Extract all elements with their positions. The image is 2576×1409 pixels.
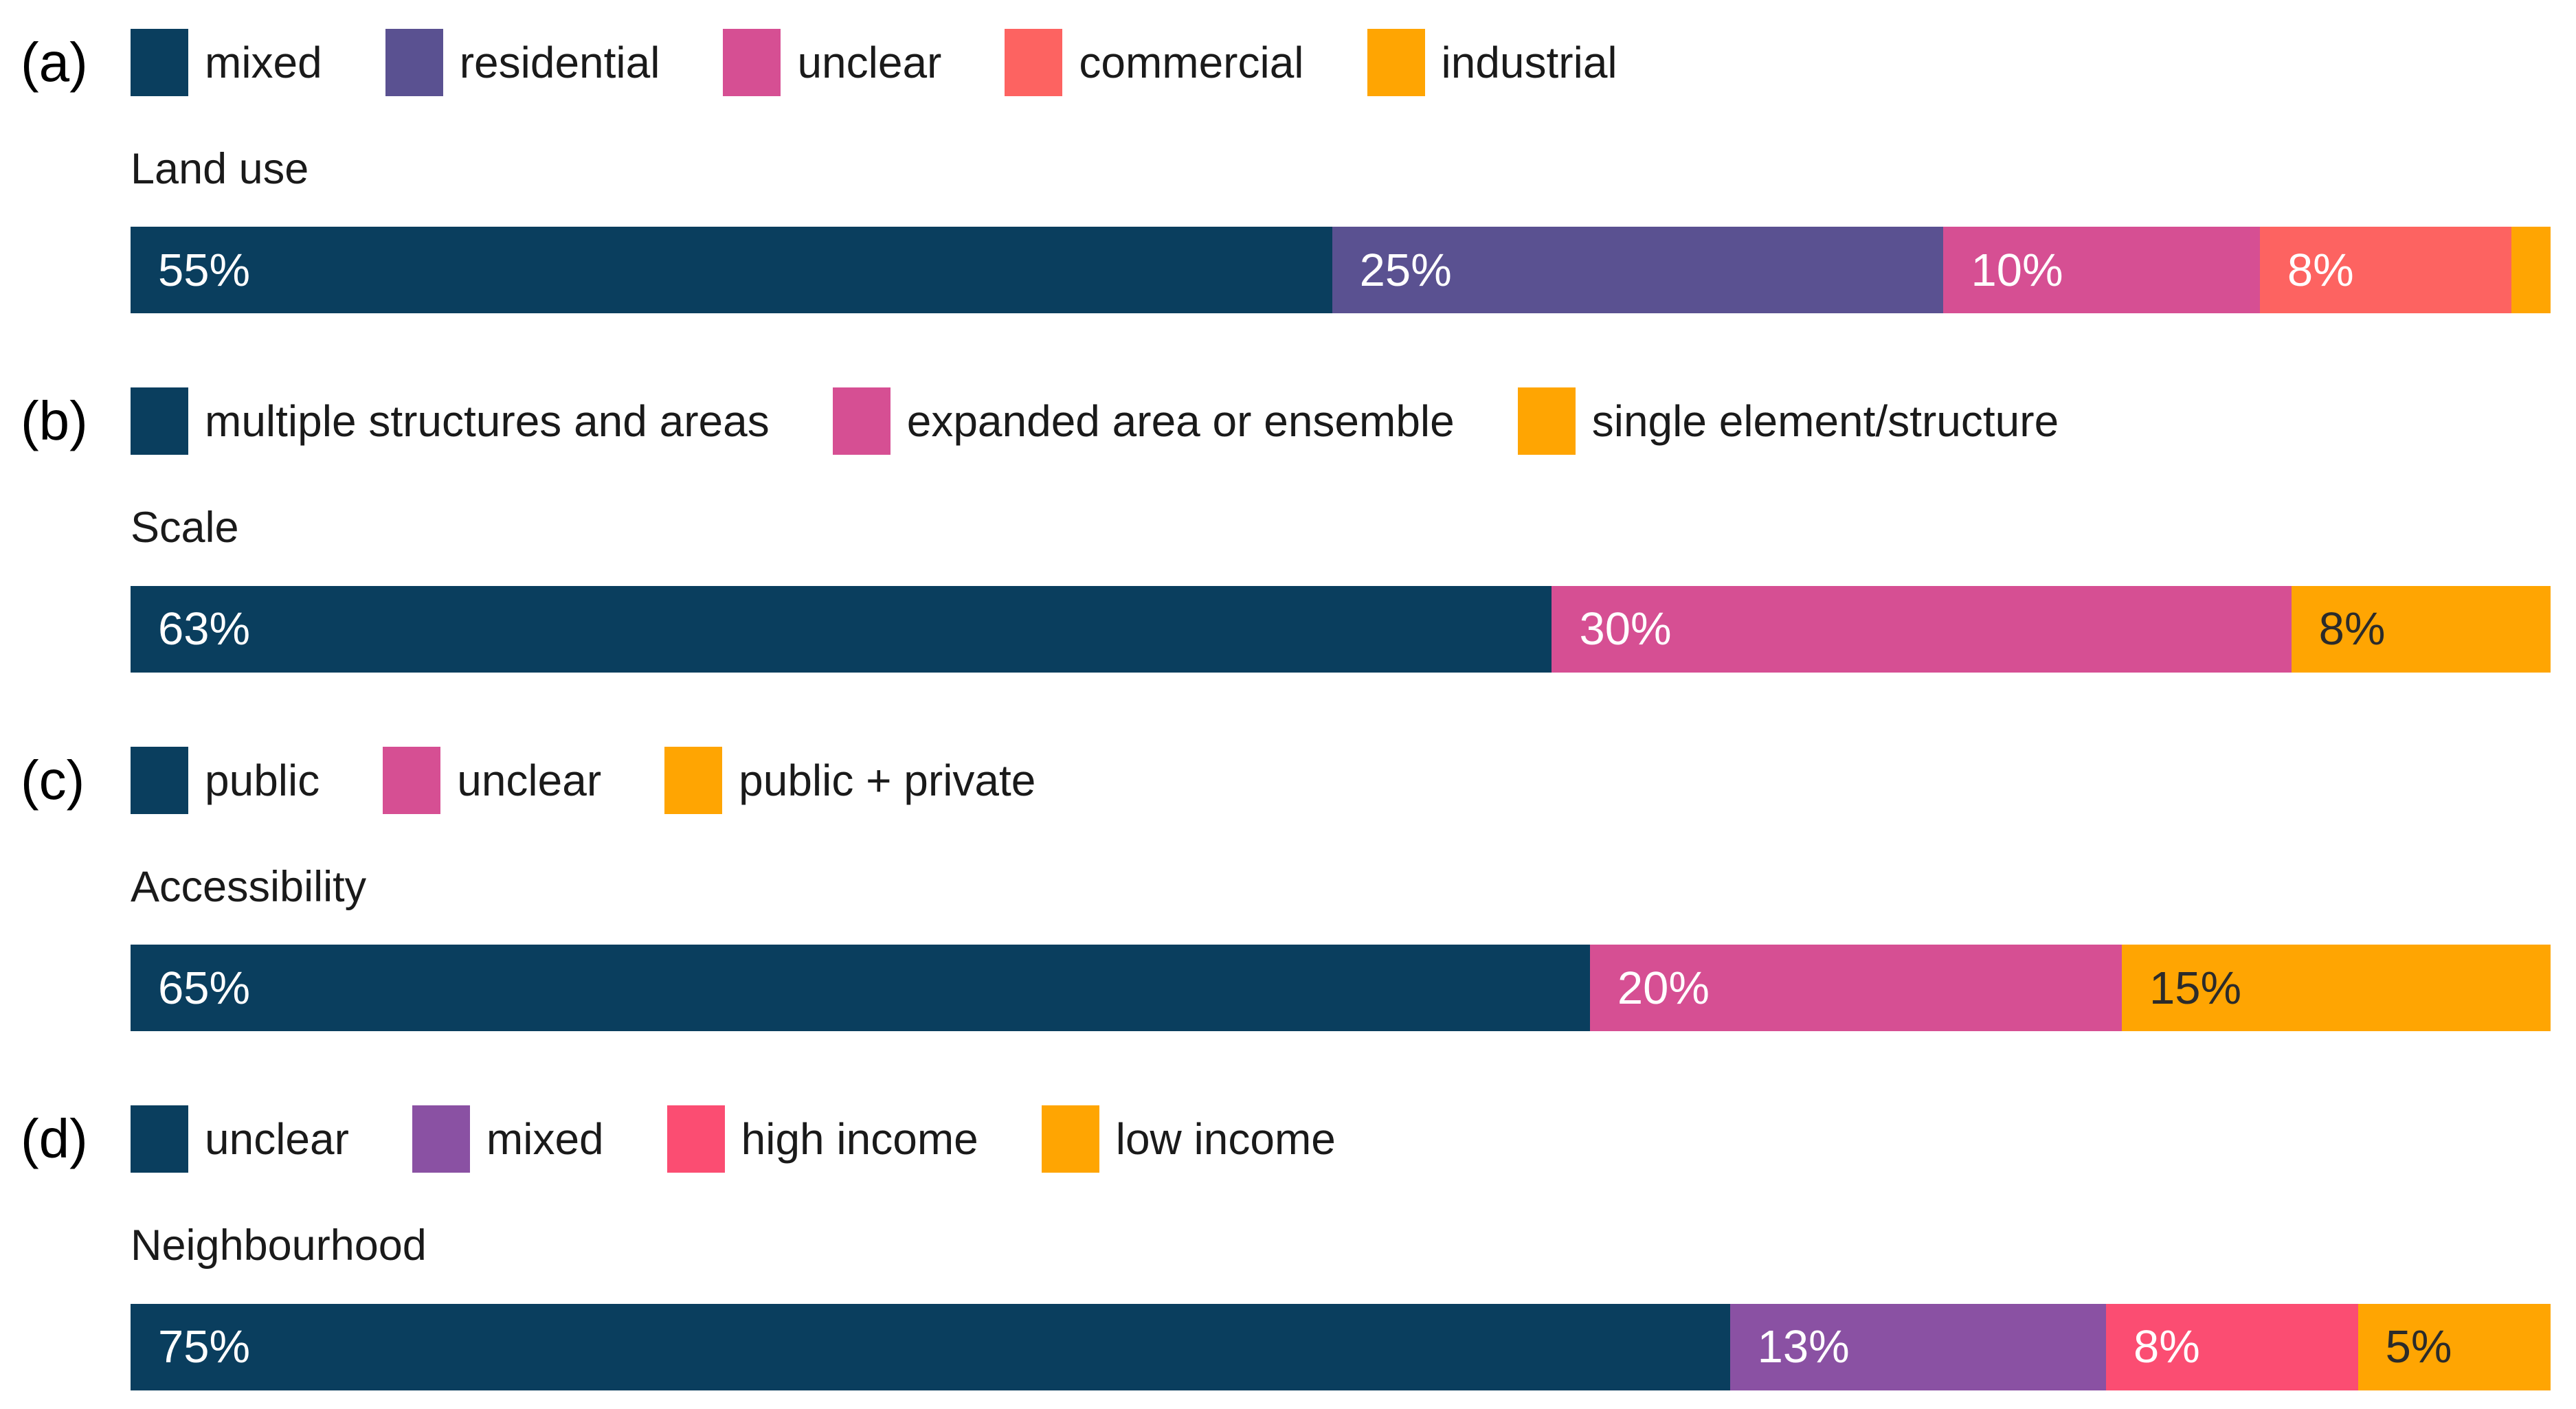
bar-segment-public-private: 15% [2121,945,2551,1032]
legend-swatch [1005,29,1063,96]
legend-row: (a) mixed residential unclear commercial ind… [21,29,2576,96]
legend-swatch [1367,29,1425,96]
segment-value-label: 8% [2318,603,2386,655]
legend-row: (c) public unclear public + private [21,746,2576,814]
panel-tag: (a) [21,32,88,93]
legend-label: low income [1115,1114,1336,1164]
legend: mixed residential unclear commercial industr… [131,29,1617,96]
legend: public unclear public + private [131,746,1036,814]
legend-swatch [664,746,723,814]
panel-d: (d) unclear mixed high income low income Ne… [21,1105,2576,1390]
bar-segment-expanded-area-or-ensemble: 30% [1552,585,2292,673]
legend-swatch [1041,1105,1099,1173]
bar-segment-residential: 25% [1332,227,1944,314]
legend-swatch [832,387,891,455]
legend-item-residential: residential [385,29,660,96]
legend-swatch [131,29,188,96]
legend-row: (b) multiple structures and areas expande… [21,387,2576,455]
legend-row: (d) unclear mixed high income low income [21,1105,2576,1173]
legend-swatch [1517,387,1576,455]
legend-label: industrial [1441,37,1617,87]
legend-label: single element/structure [1591,396,2059,447]
legend: multiple structures and areas expanded ar… [131,387,2059,455]
legend-item-high-income: high income [667,1105,978,1173]
legend-item-mixed: mixed [131,29,322,96]
panel-tag: (c) [21,749,85,811]
legend-swatch [131,1105,188,1173]
legend-label: unclear [205,1114,349,1164]
legend-label: public + private [739,755,1036,805]
segment-value-label: 13% [1757,1321,1850,1373]
stacked-bar: 75% 13% 8% 5% [131,1303,2551,1390]
bar-segment-mixed: 55% [131,227,1332,314]
legend-swatch [412,1105,470,1173]
panel-tag: (b) [21,390,88,452]
panel-c: (c) public unclear public + private Access… [21,746,2576,1032]
legend-item-commercial: commercial [1005,29,1304,96]
legend-label: expanded area or ensemble [906,396,1455,447]
legend-item-unclear: unclear [723,29,941,96]
segment-value-label: 55% [158,244,251,296]
bar-segment-mixed: 13% [1729,1303,2107,1390]
stacked-bar: 63% 30% 8% [131,585,2551,673]
segment-value-label: 63% [158,603,251,655]
legend-label: unclear [797,37,942,87]
panel-a: (a) mixed residential unclear commercial ind… [21,29,2576,314]
legend-item-low-income: low income [1041,1105,1336,1173]
segment-value-label: 75% [158,1321,251,1373]
chart-title: Land use [131,145,309,193]
segment-value-label: 8% [2287,244,2354,296]
bar-segment-commercial: 8% [2259,227,2511,314]
bar-segment-unclear: 10% [1943,227,2260,314]
legend-swatch [723,29,781,96]
segment-value-label: 30% [1579,603,1672,655]
legend-swatch [131,746,188,814]
segment-value-label: 10% [1971,244,2063,296]
bar-segment-high-income: 8% [2106,1303,2358,1390]
legend-item-industrial: industrial [1367,29,1617,96]
legend-label: commercial [1079,37,1304,87]
legend-label: unclear [457,755,602,805]
stacked-bar: 55% 25% 10% 8% [131,227,2551,314]
legend-item-unclear: unclear [131,1105,349,1173]
stacked-bar: 65% 20% 15% [131,945,2551,1032]
legend-label: multiple structures and areas [205,396,770,447]
legend-label: residential [459,37,660,87]
panel-b: (b) multiple structures and areas expande… [21,387,2576,673]
segment-value-label: 5% [2385,1321,2452,1373]
segment-value-label: 20% [1617,962,1710,1014]
segment-value-label: 15% [2149,962,2242,1014]
chart-title: Neighbourhood [131,1221,427,1270]
legend-item-public-private: public + private [664,746,1036,814]
legend-item-multiple-structures-and-areas: multiple structures and areas [131,387,770,455]
panel-tag: (d) [21,1108,88,1170]
legend-swatch [667,1105,725,1173]
bar-segment-single-element-structure: 8% [2291,585,2551,673]
legend-label: mixed [486,1114,604,1164]
legend-item-public: public [131,746,320,814]
legend-label: high income [741,1114,978,1164]
bar-segment-low-income: 5% [2357,1303,2551,1390]
bar-segment-unclear: 75% [131,1303,1730,1390]
bar-segment-multiple-structures-and-areas: 63% [131,585,1552,673]
legend-swatch [385,29,443,96]
legend: unclear mixed high income low income [131,1105,1336,1173]
legend-swatch [131,387,188,455]
segment-value-label: 65% [158,962,251,1014]
legend-swatch [383,746,441,814]
bar-segment-public: 65% [131,945,1590,1032]
legend-item-expanded-area-or-ensemble: expanded area or ensemble [832,387,1455,455]
chart-title: Scale [131,504,239,552]
legend-label: mixed [205,37,322,87]
legend-item-single-element-structure: single element/structure [1517,387,2059,455]
legend-label: public [205,755,320,805]
bar-segment-industrial [2511,227,2551,314]
bar-segment-unclear: 20% [1589,945,2122,1032]
segment-value-label: 25% [1359,244,1452,296]
segment-value-label: 8% [2133,1321,2200,1373]
legend-item-mixed: mixed [412,1105,604,1173]
legend-item-unclear: unclear [383,746,602,814]
chart-title: Accessibility [131,862,367,911]
